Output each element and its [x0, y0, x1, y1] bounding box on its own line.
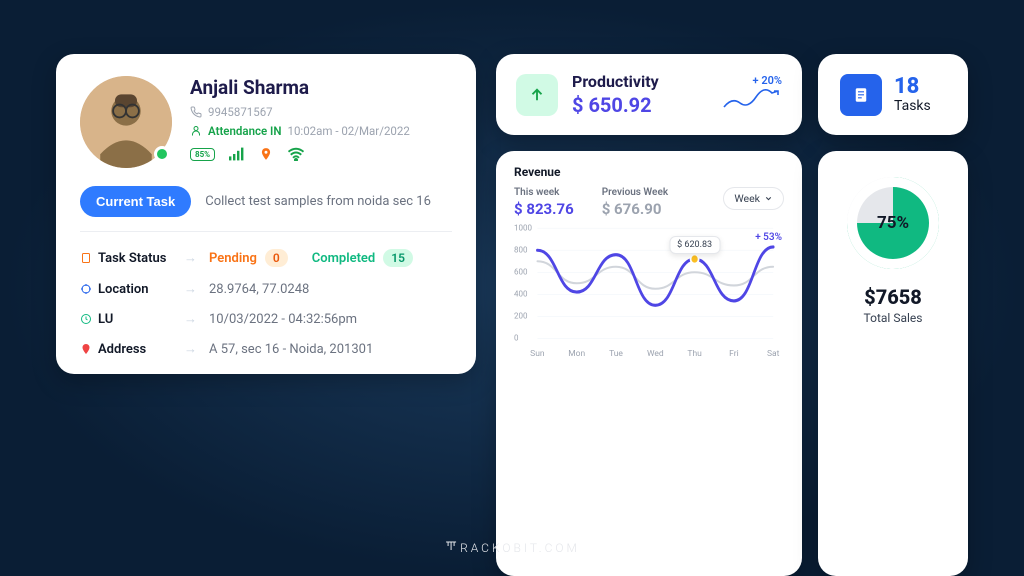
- task-status-row: Task Status → Pending 0 Completed 15: [80, 242, 452, 274]
- phone-number: 9945871567: [208, 105, 273, 119]
- sales-amount: $7658: [864, 285, 923, 309]
- profile-card: Anjali Sharma 9945871567 Attendance IN 1…: [56, 54, 476, 374]
- lu-row: LU → 10/03/2022 - 04:32:56pm: [80, 304, 452, 334]
- sales-percent: 75%: [877, 213, 909, 233]
- divider: [80, 231, 452, 232]
- trend-sparkline-icon: [722, 89, 782, 111]
- location-row: Location → 28.9764, 77.0248: [80, 274, 452, 304]
- tasks-label: Tasks: [894, 98, 931, 114]
- brand-footer: RACKOBIT.COM: [444, 540, 580, 556]
- battery-icon: 85%: [190, 148, 215, 161]
- x-axis-label: Mon: [568, 349, 585, 359]
- document-icon: [840, 74, 882, 116]
- x-axis-label: Thu: [687, 349, 701, 359]
- this-week-label: This week: [514, 187, 574, 198]
- crosshair-icon: [80, 283, 92, 295]
- current-task-button[interactable]: Current Task: [80, 186, 191, 217]
- attendance-time: 10:02am - 02/Mar/2022: [287, 124, 409, 138]
- y-axis-label: 0: [514, 334, 519, 343]
- attendance-label: Attendance IN: [208, 124, 281, 138]
- pin-icon: [80, 343, 92, 355]
- location-value: 28.9764, 77.0248: [209, 282, 309, 297]
- lu-value: 10/03/2022 - 04:32:56pm: [209, 312, 357, 327]
- x-axis-label: Sun: [530, 349, 544, 359]
- revenue-title: Revenue: [514, 165, 784, 179]
- y-axis-label: 800: [514, 246, 528, 255]
- this-week-value: $ 823.76: [514, 200, 574, 218]
- location-pin-icon: [259, 146, 273, 162]
- x-axis-label: Sat: [767, 349, 779, 359]
- completed-count: 15: [383, 249, 413, 267]
- prev-week-label: Previous Week: [602, 187, 668, 198]
- current-task-text: Collect test samples from noida sec 16: [205, 194, 431, 209]
- chart-change-pct: + 53%: [755, 232, 782, 243]
- completed-label: Completed: [312, 251, 376, 266]
- productivity-value: $ 650.92: [572, 93, 659, 117]
- person-icon: [190, 125, 202, 137]
- clock-icon: [80, 313, 92, 325]
- chevron-down-icon: [764, 194, 773, 203]
- arrow-up-icon: [516, 74, 558, 116]
- productivity-change: + 20%: [722, 74, 782, 87]
- avatar: [80, 76, 172, 168]
- y-axis-label: 200: [514, 312, 528, 321]
- address-value: A 57, sec 16 - Noida, 201301: [209, 342, 373, 357]
- productivity-card: Productivity $ 650.92 + 20%: [496, 54, 802, 135]
- profile-name: Anjali Sharma: [190, 76, 452, 99]
- pending-label: Pending: [209, 251, 257, 266]
- x-axis-label: Tue: [609, 349, 623, 359]
- revenue-card: Revenue This week $ 823.76 Previous Week…: [496, 151, 802, 576]
- phone-icon: [190, 106, 202, 118]
- prev-week-value: $ 676.90: [602, 200, 668, 218]
- brand-mark-icon: [444, 540, 458, 556]
- chart-tooltip: $ 620.83: [669, 236, 720, 254]
- wifi-icon: [287, 147, 305, 161]
- revenue-chart: $ 620.83 + 53% 0 200 400 600 800 1000 Sun Mon Tu…: [514, 222, 784, 357]
- x-axis-label: Fri: [729, 349, 739, 359]
- sales-label: Total Sales: [864, 311, 923, 325]
- sales-ring: 75%: [847, 177, 939, 269]
- attendance-row: Attendance IN 10:02am - 02/Mar/2022: [190, 124, 452, 138]
- y-axis-label: 1000: [514, 224, 532, 233]
- phone-row: 9945871567: [190, 105, 452, 119]
- tasks-count: 18: [894, 76, 931, 98]
- presence-indicator: [154, 146, 170, 162]
- y-axis-label: 400: [514, 290, 528, 299]
- tasks-card: 18 Tasks: [818, 54, 968, 135]
- pending-count: 0: [265, 249, 288, 267]
- y-axis-label: 600: [514, 268, 528, 277]
- x-axis-label: Wed: [647, 349, 664, 359]
- sales-card: 75% $7658 Total Sales: [818, 151, 968, 576]
- period-dropdown[interactable]: Week: [723, 187, 784, 210]
- signal-icon: [229, 147, 245, 161]
- address-row: Address → A 57, sec 16 - Noida, 201301: [80, 334, 452, 364]
- productivity-title: Productivity: [572, 72, 659, 91]
- clipboard-icon: [80, 252, 92, 264]
